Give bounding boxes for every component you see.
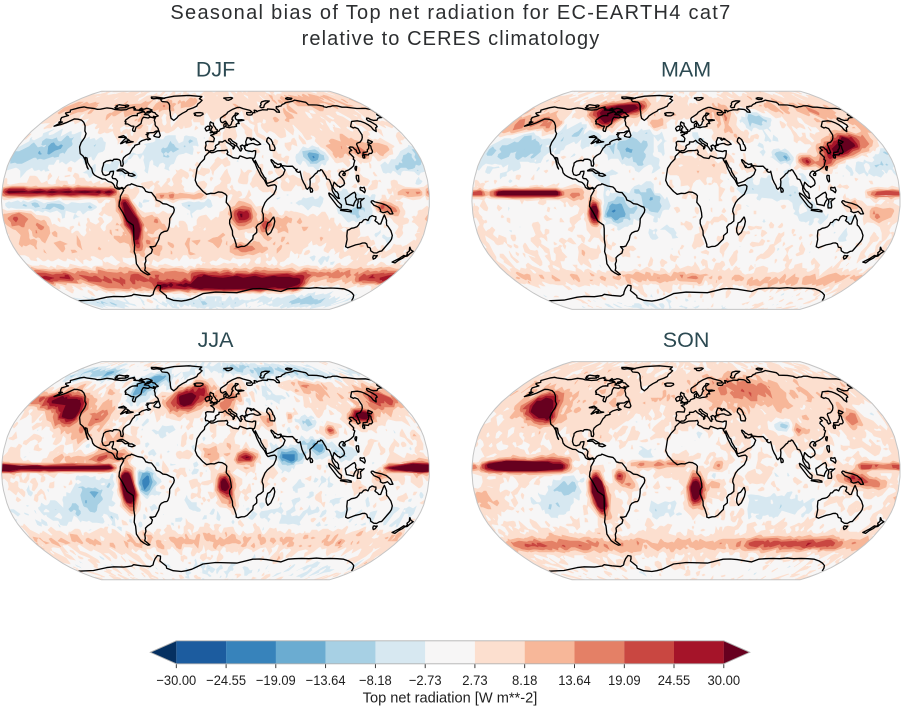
svg-text:−24.55: −24.55 bbox=[206, 673, 246, 689]
svg-text:relative to CERES climatology: relative to CERES climatology bbox=[302, 28, 601, 50]
svg-text:24.55: 24.55 bbox=[658, 673, 691, 689]
svg-text:30.00: 30.00 bbox=[708, 673, 741, 689]
svg-text:−13.64: −13.64 bbox=[306, 673, 346, 689]
svg-text:−2.73: −2.73 bbox=[409, 673, 442, 689]
svg-text:13.64: 13.64 bbox=[558, 673, 591, 689]
svg-text:−30.00: −30.00 bbox=[156, 673, 196, 689]
svg-text:2.73: 2.73 bbox=[462, 673, 487, 689]
svg-text:8.18: 8.18 bbox=[512, 673, 537, 689]
svg-text:SON: SON bbox=[663, 328, 710, 352]
svg-text:−19.09: −19.09 bbox=[256, 673, 296, 689]
svg-text:19.09: 19.09 bbox=[608, 673, 641, 689]
svg-text:DJF: DJF bbox=[196, 58, 235, 82]
svg-text:JJA: JJA bbox=[198, 328, 235, 352]
svg-text:−8.18: −8.18 bbox=[359, 673, 392, 689]
svg-text:Top net radiation [W m**-2]: Top net radiation [W m**-2] bbox=[363, 690, 538, 706]
svg-text:MAM: MAM bbox=[661, 58, 711, 82]
svg-text:Seasonal bias of Top net radia: Seasonal bias of Top net radiation for E… bbox=[170, 2, 731, 24]
